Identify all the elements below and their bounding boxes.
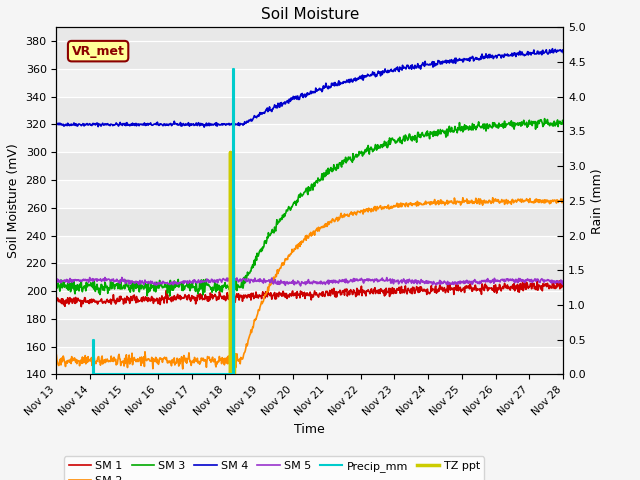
Precip_mm <box>90 372 98 377</box>
SM 3 <box>559 120 567 125</box>
Precip_mm <box>90 337 98 343</box>
SM 5 <box>435 279 443 285</box>
SM 5 <box>108 276 116 282</box>
SM 3 <box>166 293 173 299</box>
SM 2 <box>559 196 567 202</box>
SM 2 <box>489 195 497 201</box>
SM 5 <box>297 283 305 289</box>
SM 4 <box>184 120 192 126</box>
SM 5 <box>118 275 125 280</box>
Line: SM 5: SM 5 <box>56 277 563 286</box>
Bar <box>56 236 563 264</box>
Text: VR_met: VR_met <box>72 45 125 58</box>
SM 5 <box>269 281 277 287</box>
SM 3 <box>269 230 277 236</box>
SM 3 <box>435 131 442 137</box>
SM 3 <box>52 283 60 288</box>
Precip_mm <box>229 372 237 377</box>
SM 3 <box>541 116 548 121</box>
TZ ppt <box>226 149 234 155</box>
SM 2 <box>491 198 499 204</box>
SM 2 <box>435 202 442 207</box>
SM 4 <box>548 46 556 51</box>
SM 1 <box>52 299 60 304</box>
Precip_mm <box>89 372 97 377</box>
SM 2 <box>52 352 60 358</box>
Line: SM 2: SM 2 <box>56 198 563 369</box>
SM 2 <box>269 274 277 280</box>
TZ ppt <box>229 205 237 211</box>
SM 1 <box>185 292 193 298</box>
SM 4 <box>52 121 60 127</box>
SM 1 <box>108 297 116 302</box>
SM 1 <box>269 291 277 297</box>
SM 2 <box>414 199 422 205</box>
Title: Soil Moisture: Soil Moisture <box>260 7 359 22</box>
SM 4 <box>435 59 442 64</box>
SM 1 <box>77 304 85 310</box>
SM 4 <box>200 124 208 130</box>
SM 1 <box>491 289 499 295</box>
SM 5 <box>559 280 567 286</box>
SM 3 <box>108 286 116 291</box>
TZ ppt <box>227 149 234 155</box>
SM 5 <box>491 277 499 283</box>
Line: SM 4: SM 4 <box>56 48 563 127</box>
Line: SM 1: SM 1 <box>56 281 563 307</box>
TZ ppt <box>227 372 234 377</box>
Line: Precip_mm: Precip_mm <box>93 69 234 374</box>
SM 4 <box>269 105 277 110</box>
Precip_mm <box>230 66 238 72</box>
Precip_mm <box>229 66 237 72</box>
SM 2 <box>185 350 193 356</box>
SM 3 <box>491 120 499 126</box>
TZ ppt <box>228 372 236 377</box>
SM 4 <box>559 49 567 55</box>
SM 4 <box>108 121 116 127</box>
TZ ppt <box>230 351 237 357</box>
SM 4 <box>414 61 422 67</box>
SM 5 <box>185 279 193 285</box>
Y-axis label: Rain (mm): Rain (mm) <box>591 168 604 234</box>
Legend: SM 1, SM 2, SM 3, SM 4, SM 5, Precip_mm, TZ ppt: SM 1, SM 2, SM 3, SM 4, SM 5, Precip_mm,… <box>64 456 484 480</box>
Precip_mm <box>90 372 98 377</box>
Bar <box>56 69 563 96</box>
Line: SM 3: SM 3 <box>56 119 563 296</box>
Bar <box>56 180 563 208</box>
SM 1 <box>414 288 422 294</box>
Bar <box>56 347 563 374</box>
TZ ppt <box>230 372 238 377</box>
SM 2 <box>179 366 187 372</box>
SM 1 <box>559 283 567 289</box>
TZ ppt <box>228 205 236 211</box>
TZ ppt <box>226 372 234 377</box>
SM 5 <box>52 279 60 285</box>
Line: TZ ppt: TZ ppt <box>230 152 234 374</box>
TZ ppt <box>230 372 237 377</box>
Precip_mm <box>89 337 97 343</box>
SM 3 <box>185 281 193 287</box>
Precip_mm <box>230 372 238 377</box>
Bar <box>56 291 563 319</box>
TZ ppt <box>230 351 238 357</box>
SM 4 <box>491 54 499 60</box>
SM 1 <box>556 278 563 284</box>
SM 3 <box>414 130 422 135</box>
SM 5 <box>415 280 422 286</box>
TZ ppt <box>229 372 237 377</box>
Y-axis label: Soil Moisture (mV): Soil Moisture (mV) <box>7 144 20 258</box>
Bar <box>56 124 563 152</box>
X-axis label: Time: Time <box>294 423 325 436</box>
SM 1 <box>435 286 442 291</box>
SM 2 <box>108 356 116 362</box>
